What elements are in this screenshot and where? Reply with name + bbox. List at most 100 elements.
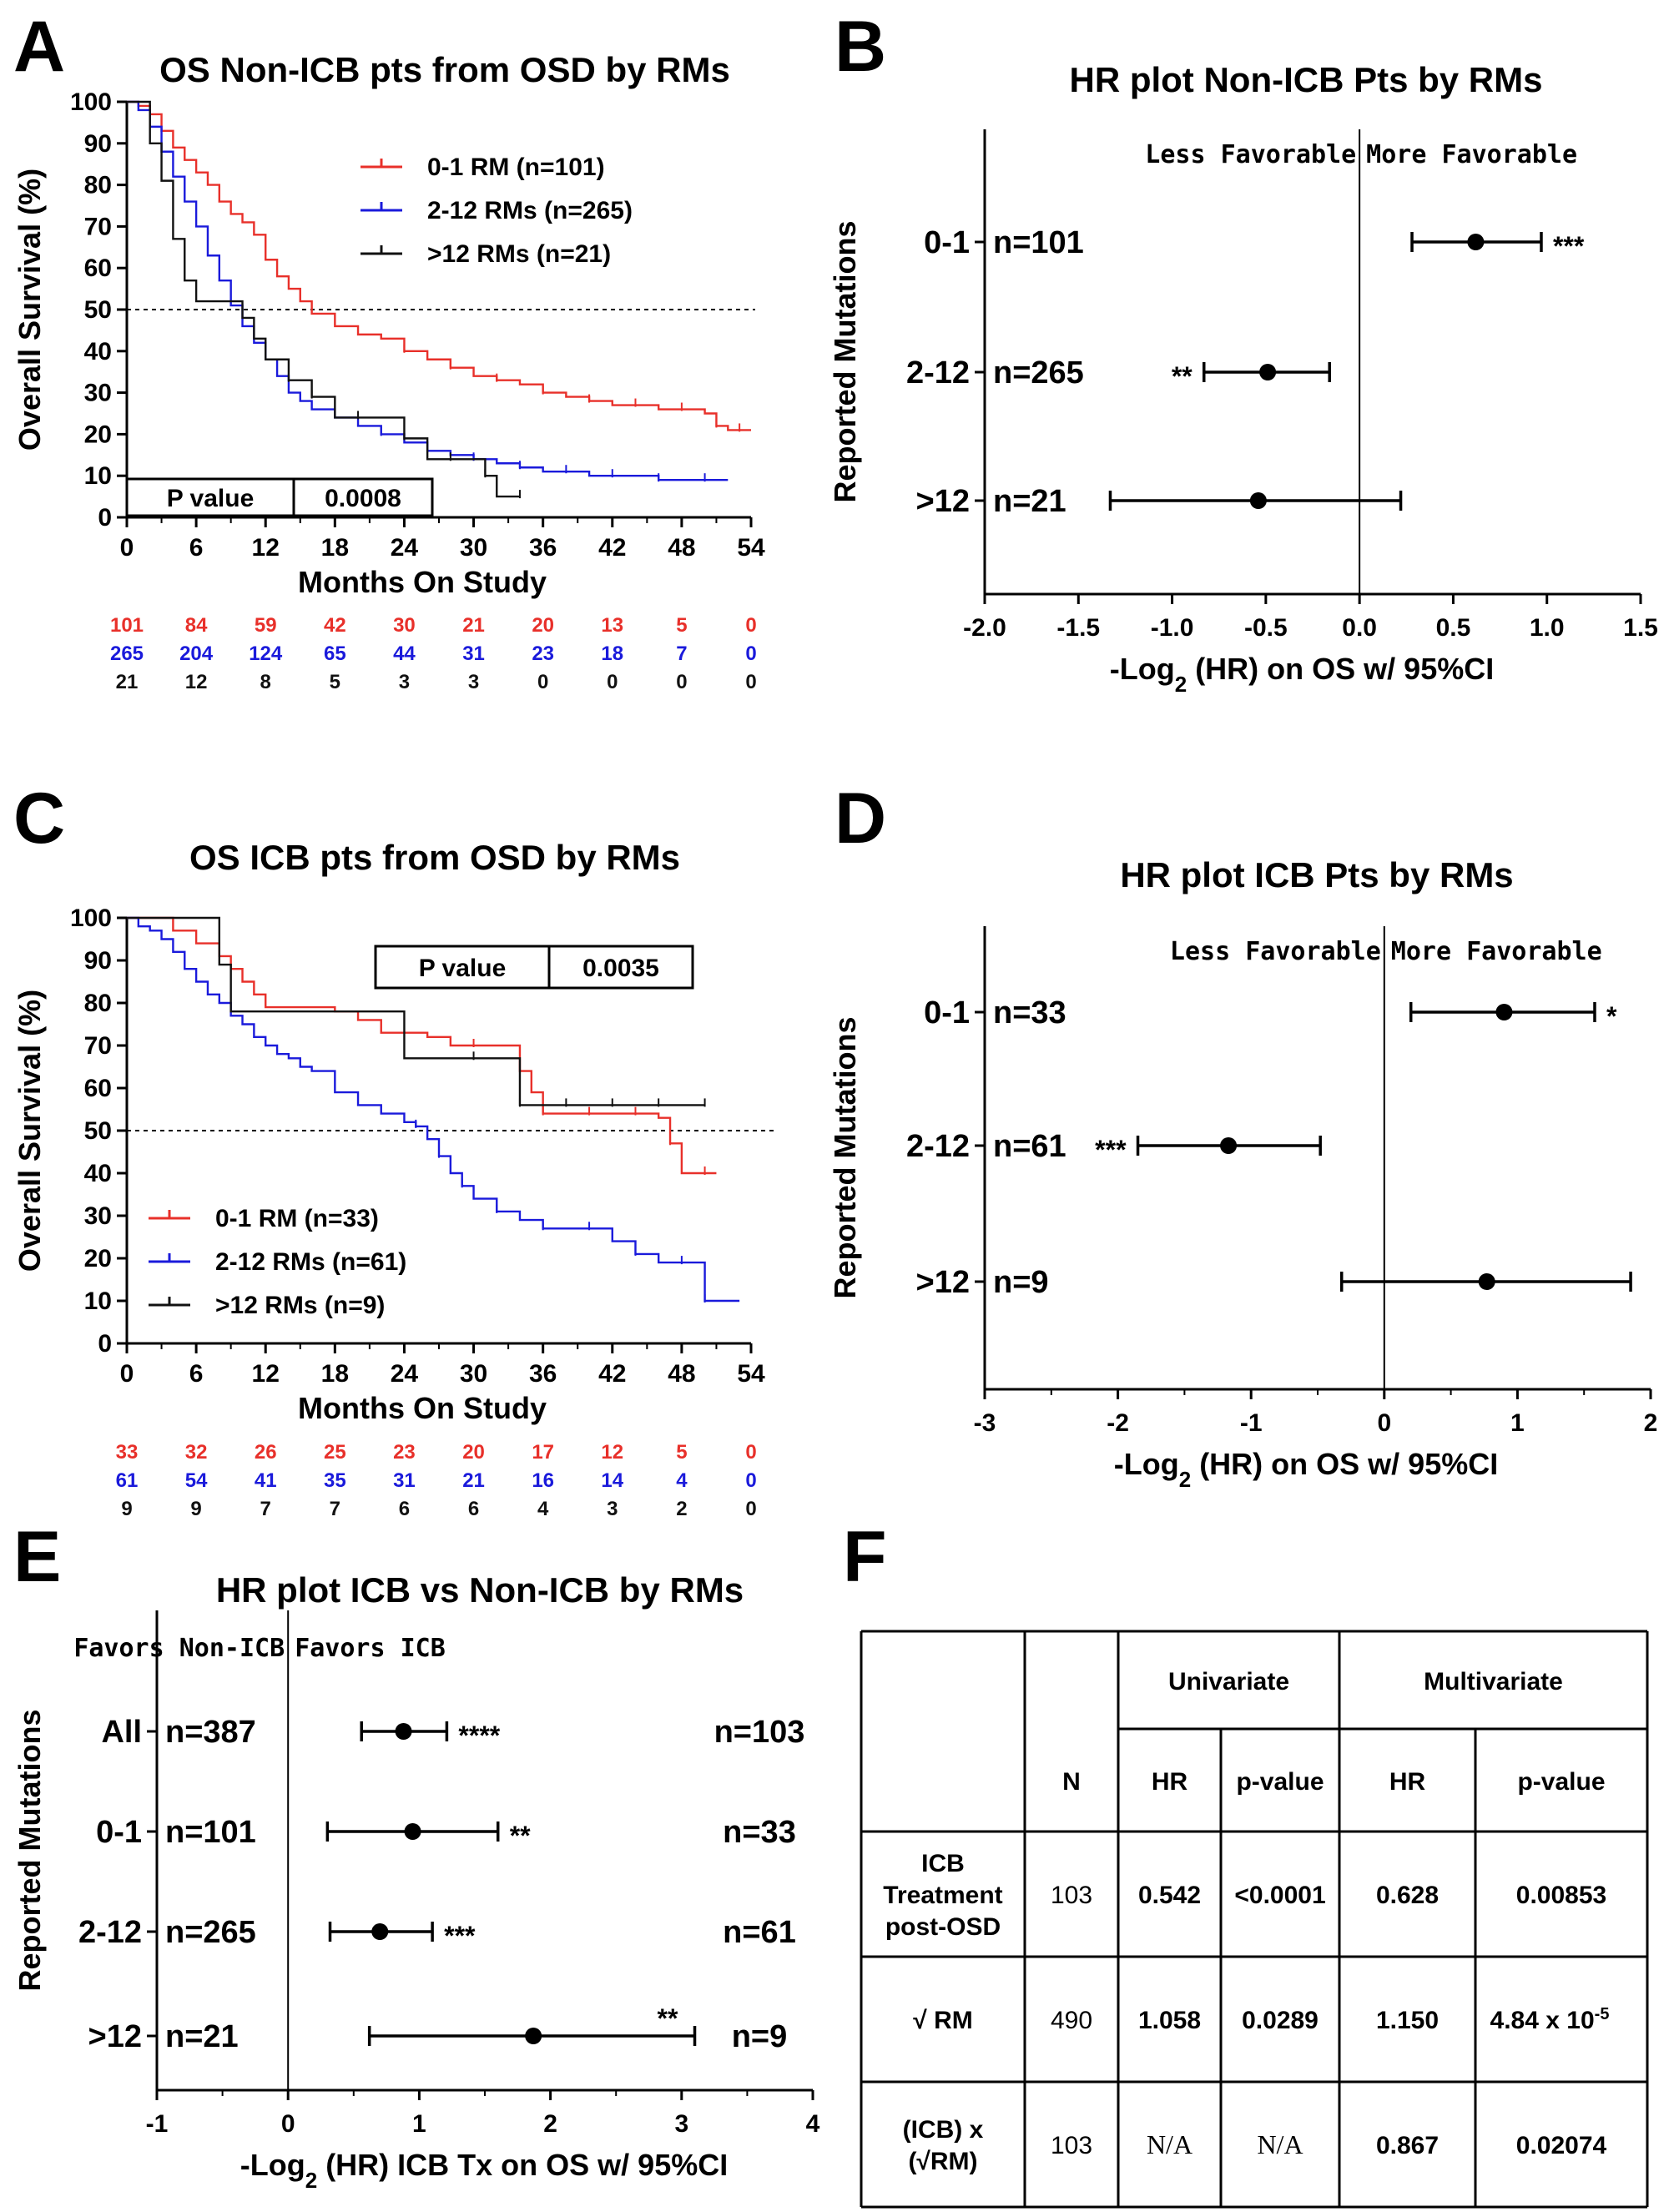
column-header: N xyxy=(1062,1768,1081,1796)
x-tick-label: 1.5 xyxy=(1623,614,1658,642)
y-tick-label: 70 xyxy=(84,1032,112,1060)
at-risk-count: 0 xyxy=(745,642,756,665)
panel-c: C OS ICB pts from OSD by RMs0102030405060… xyxy=(13,778,776,1520)
table-cell-exponent: -5 xyxy=(1595,2005,1610,2023)
x-tick-label: 0 xyxy=(281,2110,295,2138)
hr-point xyxy=(1495,1004,1513,1020)
row-label: 0-1 xyxy=(96,1815,142,1850)
y-tick-label: 0 xyxy=(98,1330,112,1358)
row-label: √ RM xyxy=(913,2007,972,2034)
significance-stars: *** xyxy=(444,1921,476,1951)
x-tick-label: 1.0 xyxy=(1530,614,1565,642)
x-tick-label: 6 xyxy=(189,1360,204,1388)
at-risk-count: 0 xyxy=(745,1441,756,1464)
table-cell: 4.84 x 10-5 xyxy=(1490,2005,1610,2034)
significance-stars: *** xyxy=(1095,1135,1127,1165)
y-tick-label: 100 xyxy=(70,88,112,116)
significance-stars: **** xyxy=(458,1721,500,1751)
x-tick-label: 1 xyxy=(1510,1409,1525,1437)
y-tick-label: 90 xyxy=(84,947,112,975)
hr-point xyxy=(525,2028,542,2044)
x-tick-label: 48 xyxy=(668,534,695,562)
at-risk-count: 21 xyxy=(462,1469,485,1492)
at-risk-count: 0 xyxy=(537,671,548,693)
x-tick-label: 36 xyxy=(529,1360,557,1388)
legend-entry: >12 RMs (n=21) xyxy=(427,240,611,268)
at-risk-count: 5 xyxy=(676,614,687,637)
row-n-right-label: n=33 xyxy=(723,1815,796,1850)
x-tick-label: 36 xyxy=(529,534,557,562)
x-tick-label: 30 xyxy=(460,534,487,562)
x-tick-label: -2 xyxy=(1107,1409,1129,1437)
at-risk-count: 44 xyxy=(393,642,416,665)
legend-entry: 0-1 RM (n=33) xyxy=(215,1205,379,1232)
legend-entry: 2-12 RMs (n=265) xyxy=(427,197,633,224)
at-risk-count: 20 xyxy=(462,1441,485,1464)
at-risk-count: 61 xyxy=(116,1469,139,1492)
y-tick-label: 50 xyxy=(84,296,112,324)
at-risk-count: 5 xyxy=(330,671,340,693)
at-risk-count: 17 xyxy=(532,1441,554,1464)
row-label: >12 xyxy=(916,484,970,519)
legend-entry: 0-1 RM (n=101) xyxy=(427,154,605,181)
significance-stars: ** xyxy=(658,2003,678,2033)
x-tick-label: -3 xyxy=(974,1409,996,1437)
x-tick-label: 0 xyxy=(120,1360,134,1388)
y-tick-label: 90 xyxy=(84,130,112,158)
y-tick-label: 70 xyxy=(84,213,112,240)
row-n-right-label: n=9 xyxy=(732,2019,788,2054)
at-risk-count: 101 xyxy=(110,614,144,637)
row-n-right-label: n=103 xyxy=(714,1715,805,1750)
table-cell: 0.02074 xyxy=(1516,2132,1607,2159)
at-risk-count: 3 xyxy=(607,1498,618,1520)
favor-left-label: Less Favorable xyxy=(1145,140,1356,169)
at-risk-count: 25 xyxy=(324,1441,346,1464)
at-risk-count: 23 xyxy=(532,642,554,665)
hr-point xyxy=(371,1923,389,1940)
hr-point xyxy=(1259,364,1277,380)
at-risk-count: 204 xyxy=(179,642,214,665)
row-n-label: n=33 xyxy=(993,995,1066,1030)
table-cell: 1.150 xyxy=(1376,2007,1439,2034)
x-tick-label: 1 xyxy=(412,2110,426,2138)
header-multivariate: Multivariate xyxy=(1424,1668,1563,1696)
at-risk-count: 20 xyxy=(532,614,554,637)
y-tick-label: 60 xyxy=(84,254,112,282)
y-tick-label: 60 xyxy=(84,1075,112,1102)
y-tick-label: 30 xyxy=(84,1202,112,1230)
at-risk-count: 16 xyxy=(532,1469,554,1492)
at-risk-count: 265 xyxy=(110,642,144,665)
p-value-label: P value xyxy=(419,955,507,982)
at-risk-count: 0 xyxy=(745,1498,756,1520)
x-axis-label-subscript: 2 xyxy=(1179,1467,1191,1492)
significance-stars: ** xyxy=(510,1821,531,1851)
at-risk-count: 0 xyxy=(745,1469,756,1492)
row-label: 2-12 xyxy=(78,1915,142,1950)
table-cell: N/A xyxy=(1147,2129,1193,2159)
at-risk-count: 3 xyxy=(399,671,410,693)
at-risk-count: 0 xyxy=(745,671,756,693)
panel-letter: C xyxy=(13,778,65,859)
row-n-label: n=61 xyxy=(993,1129,1066,1164)
x-tick-label: 2 xyxy=(543,2110,557,2138)
x-tick-label: 12 xyxy=(252,1360,280,1388)
y-tick-label: 40 xyxy=(84,1160,112,1187)
at-risk-count: 26 xyxy=(255,1441,277,1464)
row-label: All xyxy=(101,1715,142,1750)
x-tick-label: 4 xyxy=(806,2110,820,2138)
table-cell: 0.628 xyxy=(1376,1882,1439,1909)
panel-letter: D xyxy=(834,778,886,859)
at-risk-count: 4 xyxy=(676,1469,688,1492)
panel-letter: A xyxy=(13,7,65,87)
y-tick-label: 80 xyxy=(84,990,112,1017)
y-tick-label: 20 xyxy=(84,1245,112,1272)
table-cell: N/A xyxy=(1257,2129,1303,2159)
y-tick-label: 50 xyxy=(84,1117,112,1145)
y-axis-label: Overall Survival (%) xyxy=(13,990,47,1272)
panel-b: B HR plot Non-ICB Pts by RMs -2.0 -1.5 -1.0 -… xyxy=(828,7,1658,697)
favor-right-label: Favors ICB xyxy=(295,1634,446,1663)
hr-point xyxy=(1478,1273,1495,1290)
row-label: (√RM) xyxy=(908,2148,977,2175)
x-tick-label: 12 xyxy=(252,534,280,562)
favor-right-label: More Favorable xyxy=(1391,937,1602,966)
